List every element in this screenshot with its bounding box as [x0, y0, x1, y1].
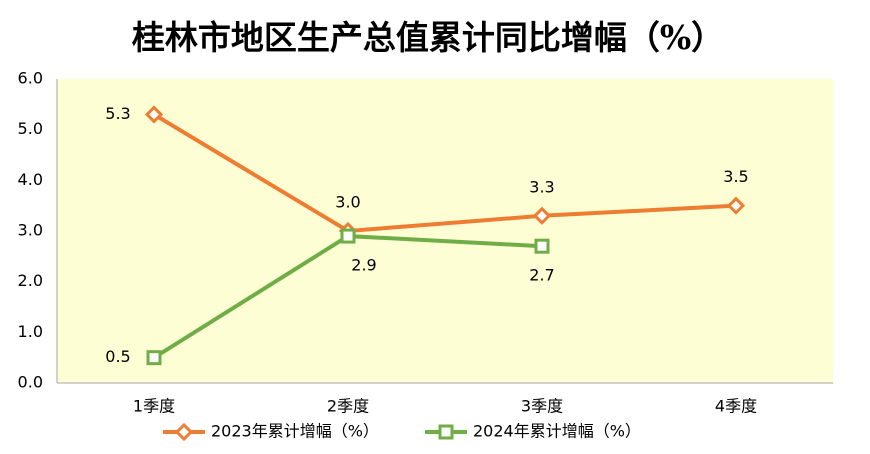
data-label: 3.3	[529, 177, 554, 196]
data-label: 2.9	[351, 256, 376, 275]
marker	[174, 422, 194, 442]
plot-area	[57, 79, 833, 383]
marker	[534, 238, 550, 254]
x-tick-label: 2季度	[327, 397, 369, 416]
marker	[438, 424, 454, 440]
y-tick-label: 3.0	[18, 221, 43, 240]
marker	[726, 196, 746, 215]
data-label: 3.0	[335, 193, 360, 212]
data-label: 0.5	[105, 347, 130, 366]
chart-title: 桂林市地区生产总值累计同比增幅（%）	[132, 18, 724, 57]
series-line	[152, 112, 737, 234]
x-tick-label: 1季度	[133, 397, 175, 416]
y-tick-label: 0.0	[18, 373, 43, 392]
data-label: 2.7	[529, 266, 554, 285]
y-tick-label: 5.0	[18, 119, 43, 138]
x-tick-label: 3季度	[521, 397, 563, 416]
legend-label: 2024年累计增幅（%）	[473, 422, 641, 441]
y-tick-label: 6.0	[18, 69, 43, 88]
data-label: 5.3	[105, 104, 130, 123]
y-tick-label: 4.0	[18, 170, 43, 189]
legend-label: 2023年累计增幅（%）	[211, 422, 379, 441]
x-tick-label: 4季度	[715, 397, 757, 416]
data-label: 3.5	[723, 167, 748, 186]
marker	[532, 206, 552, 225]
marker	[146, 350, 162, 366]
y-tick-label: 2.0	[18, 271, 43, 290]
marker	[144, 105, 164, 124]
y-tick-label: 1.0	[18, 322, 43, 341]
marker	[340, 228, 356, 244]
